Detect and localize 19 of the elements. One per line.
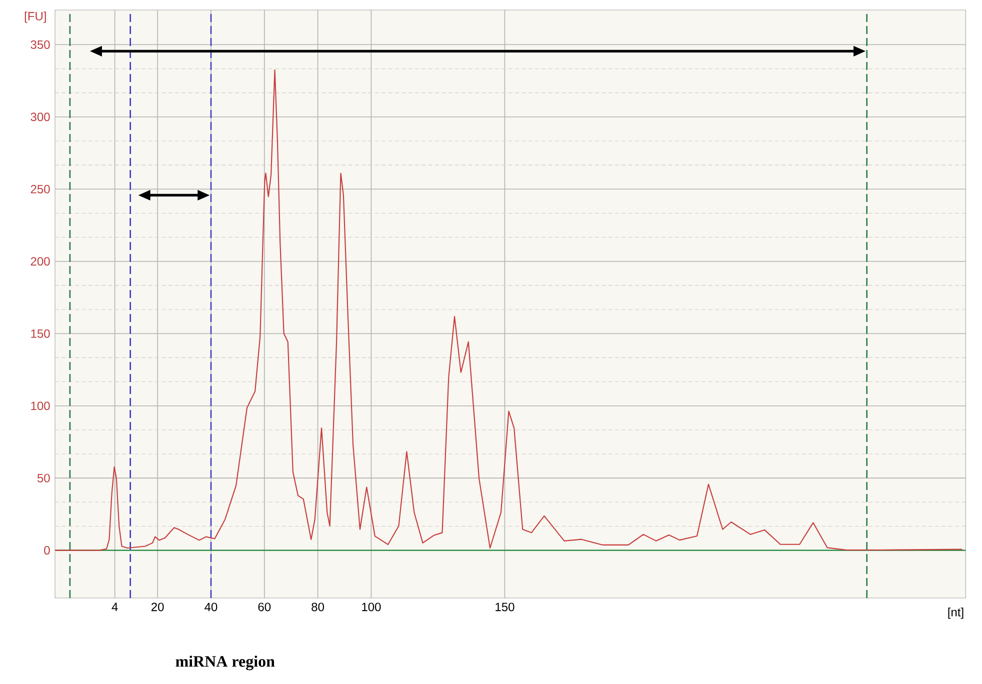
y-tick-label: 100 <box>31 402 50 410</box>
x-tick-label: 80 <box>312 602 324 612</box>
x-tick-label: 60 <box>258 602 271 612</box>
y-tick-label: 0 <box>44 546 50 555</box>
line-series <box>55 69 963 551</box>
x-tick-label: 4 <box>112 602 118 611</box>
y-tick-label: 200 <box>30 257 50 266</box>
y-axis-title: [FU] <box>24 12 46 23</box>
y-tick-label: 250 <box>30 184 50 194</box>
y-tick-label: 350 <box>30 40 50 49</box>
text: miRNA region <box>176 656 275 670</box>
x-tick-label: 40 <box>204 602 218 612</box>
y-tick-label: 150 <box>31 329 50 338</box>
y-tick-label: 50 <box>37 474 50 482</box>
x-tick-label: 150 <box>496 602 514 612</box>
x-tick-label: 20 <box>151 602 164 612</box>
x-axis-title: [nt] <box>948 608 964 619</box>
y-tick-label: 300 <box>30 112 50 122</box>
x-tick-label: 100 <box>362 602 381 612</box>
